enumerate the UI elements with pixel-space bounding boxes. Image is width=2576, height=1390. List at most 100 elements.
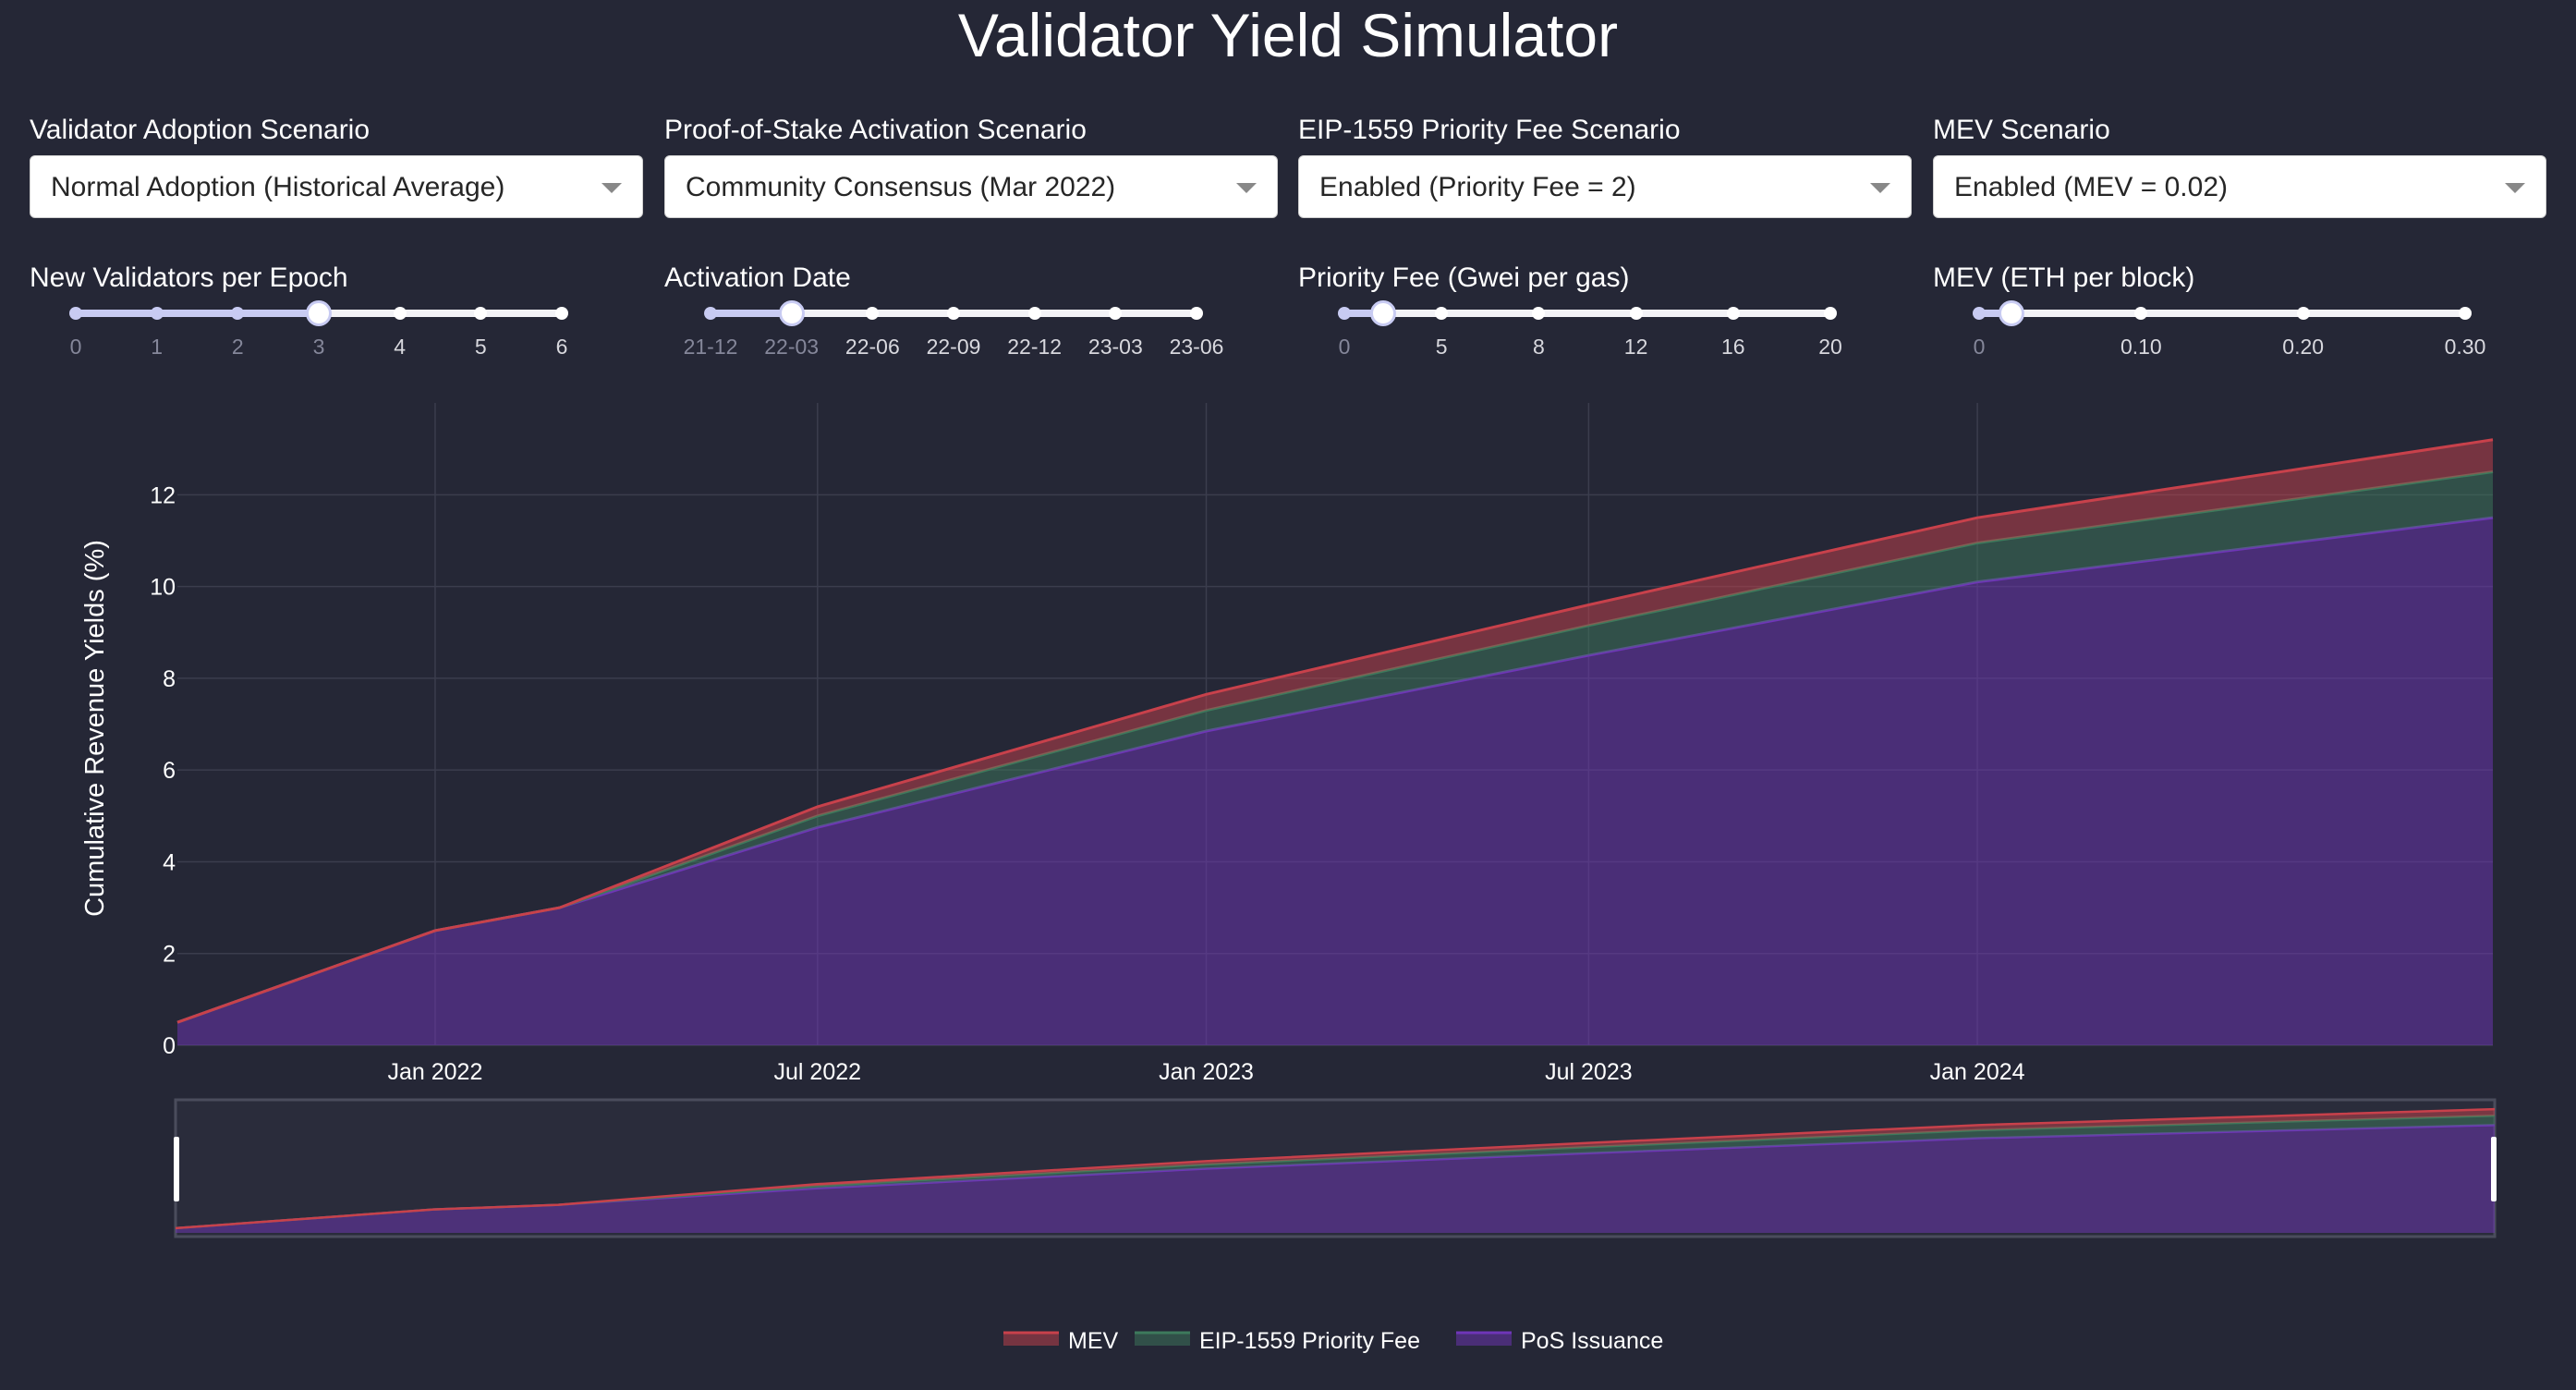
range-slider-right-handle[interactable] (2491, 1137, 2497, 1201)
legend-pos-issuance[interactable]: PoS Issuance (1456, 1328, 1663, 1354)
x-tick-label: Jan 2023 (1159, 1059, 1254, 1085)
x-tick-label: Jul 2023 (1545, 1059, 1633, 1085)
slider-track-fill (76, 310, 319, 317)
slider-tick-dot[interactable] (2459, 307, 2472, 320)
legend-priority-fee[interactable]: EIP-1559 Priority Fee (1135, 1328, 1420, 1354)
slider-mark-label[interactable]: 20 (1818, 335, 1842, 359)
slider-mark-label[interactable]: 0 (1973, 335, 1986, 359)
slider-mark-label[interactable]: 1 (151, 335, 164, 359)
slider-mark-label[interactable]: 2 (231, 335, 244, 359)
legend-mev[interactable]: MEV (1003, 1328, 1119, 1354)
validators-per-epoch-label: New Validators per Epoch (30, 262, 348, 293)
chart-legend[interactable]: MEV EIP-1559 Priority Fee PoS Issuance (1003, 1328, 1663, 1354)
slider-mark-label[interactable]: 0 (69, 335, 82, 359)
yield-area-chart[interactable]: 0 2 4 6 8 10 12 Jan 2022 Jul 2022 Jan 2023 Jul 20… (0, 388, 2576, 1390)
priority-fee-slider[interactable]: 0 5 8 12 16 20 (1338, 296, 1842, 359)
slider-tick-dot[interactable] (1109, 307, 1123, 320)
slider-mark-label[interactable]: 22-03 (764, 335, 820, 359)
slider-tick-dot[interactable] (866, 307, 880, 320)
slider-handle[interactable] (306, 300, 332, 326)
legend-swatch[interactable] (1456, 1333, 1512, 1346)
activation-date-slider[interactable]: 21-12 22-03 22-06 22-09 22-12 23-03 23-06 (684, 296, 1223, 359)
y-tick-label: 8 (163, 666, 176, 692)
slider-tick-dot[interactable] (393, 307, 407, 320)
chevron-down-icon[interactable] (601, 183, 622, 193)
slider-mark-label[interactable]: 0 (1338, 335, 1351, 359)
slider-tick-dot[interactable] (1338, 307, 1351, 320)
y-tick-label: 2 (163, 942, 176, 968)
y-tick-label: 12 (150, 482, 176, 508)
slider-tick-dot[interactable] (1190, 307, 1203, 320)
priority-fee-scenario-dropdown[interactable]: Enabled (Priority Fee = 2) (1298, 155, 1912, 218)
slider-mark-label[interactable]: 22-09 (926, 335, 981, 359)
slider-tick-dot[interactable] (69, 307, 82, 320)
slider-rail[interactable] (1979, 310, 2465, 317)
slider-rail[interactable] (1344, 310, 1830, 317)
legend-swatch[interactable] (1003, 1333, 1059, 1346)
chevron-down-icon[interactable] (1236, 183, 1257, 193)
slider-handle[interactable] (1370, 300, 1397, 326)
legend-swatch[interactable] (1135, 1333, 1190, 1346)
slider-tick-dot[interactable] (1824, 307, 1837, 320)
slider-tick-dot[interactable] (555, 307, 568, 320)
slider-tick-dot[interactable] (1973, 307, 1986, 320)
slider-tick-dot[interactable] (474, 307, 488, 320)
priority-fee-scenario-value: Enabled (Priority Fee = 2) (1319, 172, 1636, 202)
legend-label: MEV (1068, 1328, 1119, 1354)
pos-activation-scenario-dropdown[interactable]: Community Consensus (Mar 2022) (664, 155, 1278, 218)
y-tick-label: 0 (163, 1033, 176, 1059)
y-axis-ticks: 0 2 4 6 8 10 12 (150, 482, 176, 1059)
y-tick-label: 4 (163, 849, 176, 875)
slider-tick-dot[interactable] (150, 307, 164, 320)
pos-issuance-area-mini (176, 1125, 2495, 1233)
slider-mark-label[interactable]: 22-12 (1007, 335, 1063, 359)
slider-mark-label[interactable]: 4 (394, 335, 407, 359)
slider-tick-dot[interactable] (1435, 307, 1449, 320)
slider-mark-label[interactable]: 21-12 (683, 335, 738, 359)
y-tick-label: 6 (163, 758, 176, 784)
slider-tick-dot[interactable] (2134, 307, 2148, 320)
slider-mark-label[interactable]: 5 (474, 335, 487, 359)
activation-date-label: Activation Date (664, 262, 851, 293)
slider-tick-dot[interactable] (2296, 307, 2310, 320)
mev-label: MEV (ETH per block) (1933, 262, 2195, 293)
slider-tick-dot[interactable] (231, 307, 245, 320)
slider-mark-label[interactable]: 23-03 (1088, 335, 1143, 359)
slider-tick-dot[interactable] (947, 307, 960, 320)
mev-slider[interactable]: 0 0.10 0.20 0.30 (1973, 296, 2485, 359)
slider-tick-dot[interactable] (704, 307, 717, 320)
range-slider-left-handle[interactable] (174, 1137, 179, 1201)
mev-line (176, 438, 2494, 1024)
mev-scenario-dropdown[interactable]: Enabled (MEV = 0.02) (1933, 155, 2546, 218)
validators-per-epoch-slider[interactable]: 0 1 2 3 4 5 6 (69, 296, 568, 359)
chevron-down-icon[interactable] (1870, 183, 1890, 193)
slider-track-fill (711, 310, 792, 317)
slider-mark-label[interactable]: 0.30 (2444, 335, 2486, 359)
slider-tick-dot[interactable] (1726, 307, 1740, 320)
x-tick-label: Jan 2024 (1930, 1059, 2025, 1085)
x-axis-ticks: Jan 2022 Jul 2022 Jan 2023 Jul 2023 Jan 2024 (388, 1059, 2025, 1085)
slider-handle[interactable] (778, 300, 805, 326)
slider-mark-label[interactable]: 8 (1532, 335, 1545, 359)
y-axis-title: Cumulative Revenue Yields (%) (80, 540, 110, 917)
slider-tick-dot[interactable] (1629, 307, 1643, 320)
adoption-scenario-dropdown[interactable]: Normal Adoption (Historical Average) (30, 155, 643, 218)
slider-mark-label[interactable]: 23-06 (1169, 335, 1224, 359)
slider-mark-label[interactable]: 6 (555, 335, 568, 359)
slider-mark-label[interactable]: 0.10 (2120, 335, 2162, 359)
slider-tick-dot[interactable] (1027, 307, 1041, 320)
chart-areas (176, 438, 2494, 1045)
slider-mark-label[interactable]: 12 (1623, 335, 1648, 359)
slider-mark-label[interactable]: 3 (312, 335, 325, 359)
mev-scenario-value: Enabled (MEV = 0.02) (1954, 172, 2229, 202)
slider-handle[interactable] (1999, 300, 2025, 326)
slider-mark-label[interactable]: 16 (1721, 335, 1745, 359)
range-slider[interactable] (174, 1098, 2497, 1238)
priority-fee-scenario-label: EIP-1559 Priority Fee Scenario (1298, 115, 1681, 145)
mev-line-mini (175, 1107, 2496, 1230)
slider-mark-label[interactable]: 22-06 (844, 335, 900, 359)
slider-tick-dot[interactable] (1532, 307, 1546, 320)
slider-mark-label[interactable]: 5 (1435, 335, 1448, 359)
chevron-down-icon[interactable] (2505, 183, 2525, 193)
slider-mark-label[interactable]: 0.20 (2282, 335, 2325, 359)
